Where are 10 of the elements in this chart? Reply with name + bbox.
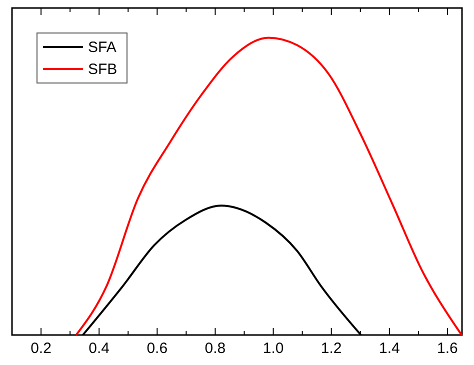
x-tick-label: 1.0 <box>262 340 284 357</box>
x-tick-label: 1.2 <box>320 340 342 357</box>
legend-label: SFA <box>88 39 116 56</box>
x-tick-label: 1.4 <box>378 340 400 357</box>
x-tick-label: 0.6 <box>146 340 168 357</box>
x-tick-label: 0.2 <box>30 340 52 357</box>
x-tick-label: 0.8 <box>204 340 226 357</box>
legend-label: SFB <box>88 61 118 78</box>
x-tick-label: 1.6 <box>437 340 458 357</box>
x-tick-label: 0.4 <box>88 340 110 357</box>
